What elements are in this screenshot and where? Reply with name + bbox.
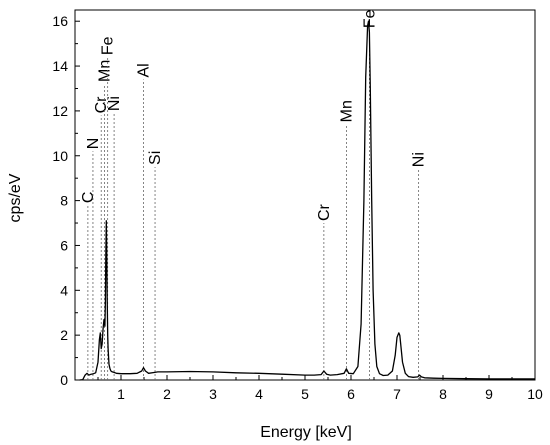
marker-label-al: Al xyxy=(136,63,153,77)
x-tick-label-6: 6 xyxy=(347,386,355,402)
x-tick-label-5: 5 xyxy=(301,386,309,402)
marker-label-mn: Mn xyxy=(96,60,113,82)
x-axis-title: Energy [keV] xyxy=(260,424,352,441)
y-tick-label-0: 0 xyxy=(60,372,68,388)
spectrum-line-0 xyxy=(79,20,535,381)
x-axis-ticks: 1 2 3 4 5 6 7 8 9 10 xyxy=(97,375,543,402)
y-tick-label-6: 6 xyxy=(60,237,68,253)
y-axis-ticks: 0 2 4 6 8 10 12 14 16 xyxy=(52,13,80,388)
series-layer xyxy=(79,20,535,381)
marker-label-ni: Ni xyxy=(411,152,428,167)
y-tick-label-8: 8 xyxy=(60,193,68,209)
element-markers: C N Cr Mn Fe Ni Al Si Cr Mn Fe Ni xyxy=(80,9,428,380)
x-tick-label-4: 4 xyxy=(255,386,263,402)
y-tick-label-14: 14 xyxy=(52,58,68,74)
y-tick-label-4: 4 xyxy=(60,282,68,298)
x-tick-label-10: 10 xyxy=(527,386,543,402)
x-tick-label-7: 7 xyxy=(393,386,401,402)
marker-label-cr: Cr xyxy=(316,203,333,221)
x-tick-label-9: 9 xyxy=(485,386,493,402)
y-tick-label-2: 2 xyxy=(60,327,68,343)
marker-label-ni: Ni xyxy=(106,96,123,111)
marker-label-n: N xyxy=(85,138,102,150)
x-tick-label-2: 2 xyxy=(163,386,171,402)
y-axis-title: cps/eV xyxy=(7,173,24,222)
marker-label-fe: Fe xyxy=(100,36,117,55)
marker-label-mn: Mn xyxy=(338,100,355,122)
x-tick-label-1: 1 xyxy=(117,386,125,402)
y-tick-label-12: 12 xyxy=(52,103,68,119)
marker-label-c: C xyxy=(80,192,97,204)
x-tick-label-3: 3 xyxy=(209,386,217,402)
y-tick-label-10: 10 xyxy=(52,148,68,164)
x-tick-label-8: 8 xyxy=(439,386,447,402)
marker-label-fe: Fe xyxy=(361,9,378,28)
y-tick-label-16: 16 xyxy=(52,13,68,29)
marker-label-cr: Cr xyxy=(93,96,110,114)
marker-label-si: Si xyxy=(147,151,164,165)
